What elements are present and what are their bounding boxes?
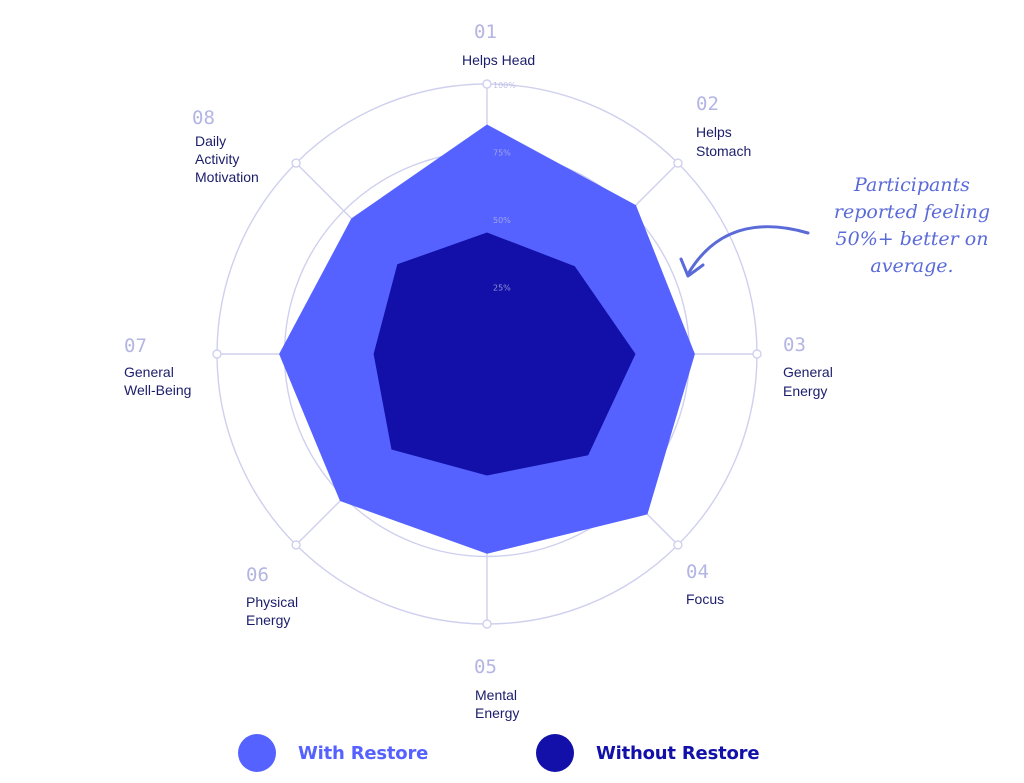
axis-label-08-line-1: Daily [195, 133, 226, 149]
legend-swatch-without-restore [536, 734, 574, 772]
series-area-without-restore [373, 232, 636, 476]
legend: With Restore Without Restore [238, 733, 798, 773]
axis-number-03: 03 [783, 334, 806, 356]
axis-number-06: 06 [246, 564, 269, 586]
legend-swatch-with-restore [238, 734, 276, 772]
axis-label-05-line-1: Mental [475, 687, 517, 703]
axis-marker-06 [291, 540, 301, 550]
legend-item-without-restore: Without Restore [536, 733, 760, 773]
axis-label-08-line-2: Activity [195, 151, 239, 167]
axis-label-06-line-2: Energy [246, 612, 290, 628]
axis-number-07: 07 [124, 335, 147, 357]
axis-number-04: 04 [686, 561, 709, 583]
axis-number-01: 01 [474, 21, 497, 43]
axis-marker-02 [673, 158, 683, 168]
annotation-line-1: Participants [853, 174, 970, 196]
axis-marker-03 [752, 349, 762, 359]
axis-label-03-line-2: Energy [783, 383, 827, 399]
ring-label-25: 25% [493, 284, 511, 293]
annotation-line-3: 50%+ better on [836, 228, 989, 250]
axis-label-01-line-1: Helps Head [462, 52, 535, 68]
axis-marker-01 [482, 79, 492, 89]
annotation-arrow [686, 225, 810, 276]
axis-marker-04 [673, 540, 683, 550]
axis-number-08: 08 [192, 107, 215, 129]
axis-label-08-line-3: Motivation [195, 169, 259, 185]
annotation-line-4: average. [870, 255, 953, 277]
axis-marker-05 [482, 619, 492, 629]
axis-label-04-line-1: Focus [686, 591, 724, 607]
legend-label-without-restore: Without Restore [596, 742, 760, 764]
annotation-arrowhead [679, 257, 705, 278]
axis-marker-08 [291, 158, 301, 168]
ring-label-75: 75% [493, 149, 511, 158]
annotation-line-2: reported feeling [834, 201, 990, 223]
axis-number-02: 02 [696, 93, 719, 115]
ring-label-50: 50% [493, 216, 511, 225]
axis-marker-07 [212, 349, 222, 359]
ring-label-100: 100% [493, 81, 516, 90]
axis-label-06-line-1: Physical [246, 594, 298, 610]
axis-label-02-line-2: Stomach [696, 143, 751, 159]
axis-label-07-line-1: General [124, 364, 174, 380]
axis-label-05-line-2: Energy [475, 705, 519, 721]
axis-label-02-line-1: Helps [696, 124, 732, 140]
axis-label-07-line-2: Well-Being [124, 382, 191, 398]
legend-item-with-restore: With Restore [238, 733, 428, 773]
legend-label-with-restore: With Restore [298, 742, 429, 764]
axis-label-03-line-1: General [783, 364, 833, 380]
axis-number-05: 05 [474, 656, 497, 678]
